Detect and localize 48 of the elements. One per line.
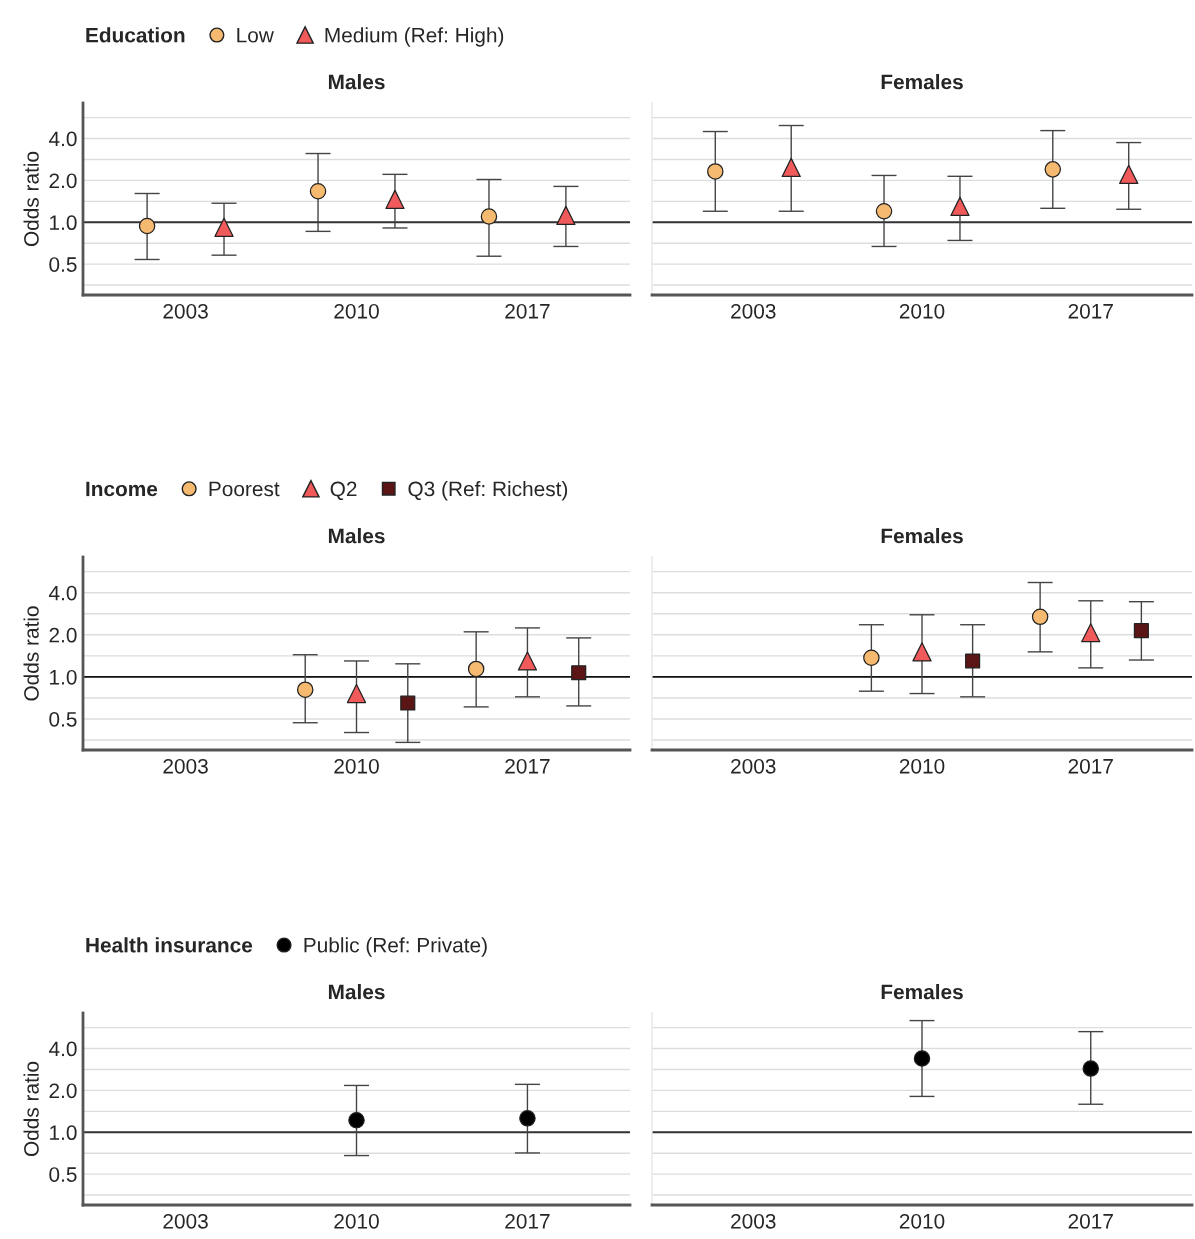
x-tick-label: 2003 (731, 758, 776, 774)
legend-title: Health insurance (86, 937, 253, 953)
y-tick-label: 1.0 (50, 669, 77, 685)
y-tick-label: 0.5 (49, 1167, 77, 1182)
x-tick-label: 2010 (899, 758, 945, 774)
x-tick-label: 2010 (899, 1213, 945, 1229)
y-tick-label: 4.0 (48, 585, 77, 601)
legend-label: Q2 (330, 481, 357, 501)
y-tick-label: 4.0 (48, 131, 77, 147)
y-tick-label: 2.0 (49, 627, 77, 643)
x-tick-label: 2003 (163, 303, 208, 319)
legend-title: Education (86, 27, 185, 43)
chart-title: Females (881, 984, 963, 1000)
legend-label: Public (Ref: Private) (304, 937, 487, 957)
x-tick-label: 2003 (163, 1213, 208, 1229)
x-tick-label: 2017 (505, 758, 550, 774)
legend-label: Q3 (Ref: Richest) (408, 481, 568, 501)
x-tick-label: 2017 (505, 303, 550, 319)
y-tick-label: 2.0 (49, 173, 77, 189)
y-tick-label: 1.0 (50, 1125, 77, 1141)
x-tick-label: 2017 (505, 1213, 550, 1229)
y-tick-label: 2.0 (49, 1083, 77, 1099)
x-tick-label: 2003 (731, 303, 776, 319)
legend-title: Income (86, 481, 158, 497)
chart-title: Males (328, 74, 385, 90)
legend-label: Poorest (209, 481, 280, 497)
x-tick-label: 2003 (731, 1213, 776, 1229)
chart-title: Females (881, 74, 963, 90)
chart-title: Males (328, 984, 385, 1000)
x-tick-label: 2010 (334, 1213, 379, 1229)
x-tick-label: 2017 (1068, 758, 1113, 774)
y-tick-label: 0.5 (49, 711, 77, 727)
chart-title: Females (881, 528, 963, 544)
legend-label: Medium (Ref: High) (325, 27, 504, 47)
x-tick-label: 2010 (334, 758, 379, 774)
legend-label: Low (237, 28, 274, 43)
y-axis-title: Odds ratio (23, 1061, 39, 1157)
y-tick-label: 4.0 (48, 1041, 77, 1057)
x-tick-label: 2010 (334, 303, 379, 319)
chart-title: Males (328, 528, 385, 544)
y-tick-label: 1.0 (50, 215, 77, 231)
y-axis-title: Odds ratio (23, 606, 39, 701)
x-tick-label: 2010 (899, 303, 945, 319)
x-tick-label: 2003 (163, 758, 208, 774)
y-axis-title: Odds ratio (23, 151, 39, 247)
x-tick-label: 2017 (1068, 1213, 1113, 1229)
x-tick-label: 2017 (1068, 303, 1113, 319)
y-tick-label: 0.5 (49, 257, 77, 272)
